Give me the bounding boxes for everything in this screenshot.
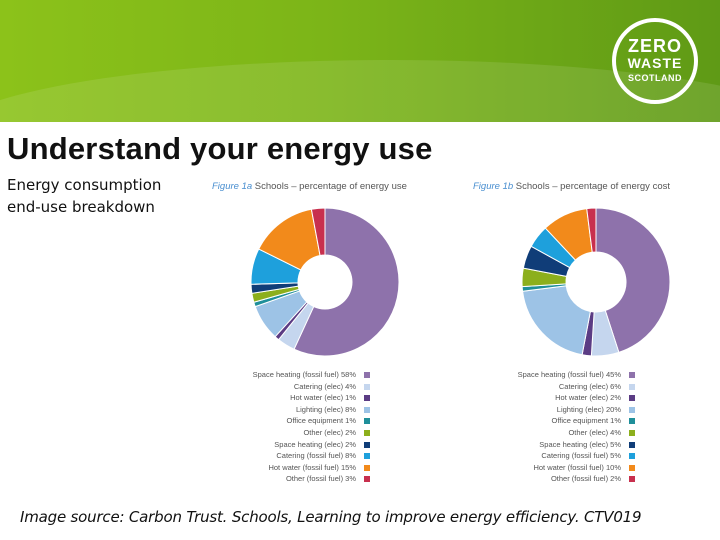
legend-label: Other (fossil fuel) 2% [550,474,621,484]
legend-label: Space heating (fossil fuel) 58% [252,370,356,379]
legend-label: Other (elec) 2% [303,427,356,437]
legend-swatch [364,383,370,390]
legend-item: Office equipment 1% [443,416,643,428]
figure-1b-caption: Schools – percentage of energy cost [515,181,670,192]
figure-1a-caption: Schools – percentage of energy use [254,181,407,192]
legend-item: Hot water (fossil fuel) 15% [178,463,378,475]
legend-swatch [629,383,635,390]
legend-swatch [629,395,635,402]
legend-swatch [629,418,635,425]
slice-other-fossil-fuel [586,207,597,253]
legend-item: Other (fossil fuel) 2% [443,474,643,486]
legend-swatch [364,476,370,483]
image-source-caption: Image source: Carbon Trust. Schools, Lea… [20,508,642,526]
legend-item: Catering (fossil fuel) 5% [443,451,643,463]
legend-swatch [364,441,370,448]
logo-line-2: WASTE [627,55,683,71]
legend-swatch [629,406,635,413]
legend-item: Other (elec) 2% [178,428,378,440]
figure-1b-number: Figure 1b [473,181,514,192]
legend-swatch [364,453,370,460]
slide-title: Understand your energy use [7,131,433,166]
legend-label: Catering (elec) 4% [293,381,356,391]
legend-label: Catering (fossil fuel) 8% [276,451,356,461]
legend-swatch [364,418,370,425]
legend-item: Space heating (elec) 5% [443,440,643,452]
legend-label: Hot water (fossil fuel) 10% [533,462,621,472]
figure-1a-title: Figure 1a Schools – percentage of energy… [212,181,407,192]
energy-cost-legend: Space heating (fossil fuel) 45% Catering … [443,370,643,486]
slice-lighting-elec [522,285,591,356]
legend-swatch [629,453,635,460]
legend-item: Catering (elec) 6% [443,382,643,394]
legend-swatch [364,372,370,378]
energy-use-donut-chart [250,207,400,357]
legend-label: Lighting (elec) 8% [295,404,356,414]
legend-label: Office equipment 1% [551,416,622,426]
legend-item: Catering (fossil fuel) 8% [178,451,378,463]
legend-label: Other (fossil fuel) 3% [285,474,356,484]
slice-space-heating-fossil-fuel [595,207,671,354]
legend-label: Lighting (elec) 20% [556,404,621,414]
legend-swatch [629,441,635,448]
legend-label: Catering (elec) 6% [558,381,621,391]
legend-swatch [364,429,370,436]
legend-item: Lighting (elec) 8% [178,405,378,417]
legend-swatch [629,476,635,483]
energy-cost-donut-chart [521,207,671,357]
zero-waste-scotland-logo: ZERO WASTE SCOTLAND [612,18,698,104]
legend-swatch [364,464,370,471]
header-banner: ZERO WASTE SCOTLAND [0,0,720,122]
legend-item: Other (fossil fuel) 3% [178,474,378,486]
legend-swatch [629,429,635,436]
legend-item: Space heating (elec) 2% [178,440,378,452]
slide-subtitle: Energy consumption end-use breakdown [7,176,162,216]
legend-swatch [364,395,370,402]
slice-other-fossil-fuel [310,207,326,257]
legend-item: Space heating (fossil fuel) 58% [178,370,378,382]
legend-item: Lighting (elec) 20% [443,405,643,417]
legend-item: Hot water (elec) 2% [443,393,643,405]
legend-label: Space heating (elec) 5% [539,439,621,449]
legend-label: Hot water (fossil fuel) 15% [268,462,356,472]
legend-item: Catering (elec) 4% [178,382,378,394]
legend-swatch [629,464,635,471]
legend-label: Other (elec) 4% [568,427,621,437]
legend-label: Hot water (elec) 2% [555,393,621,403]
legend-label: Hot water (elec) 1% [290,393,356,403]
legend-label: Office equipment 1% [286,416,357,426]
logo-line-3: SCOTLAND [628,73,682,83]
legend-swatch [364,406,370,413]
legend-item: Space heating (fossil fuel) 45% [443,370,643,382]
figure-1a-number: Figure 1a [212,181,253,192]
legend-item: Hot water (fossil fuel) 10% [443,463,643,475]
legend-item: Office equipment 1% [178,416,378,428]
energy-use-legend: Space heating (fossil fuel) 58% Catering … [178,370,378,486]
legend-swatch [629,372,635,378]
figure-1b-title: Figure 1b Schools – percentage of energy… [473,181,670,192]
legend-label: Catering (fossil fuel) 5% [541,451,621,461]
legend-label: Space heating (elec) 2% [274,439,356,449]
legend-item: Hot water (elec) 1% [178,393,378,405]
slice-space-heating-fossil-fuel [293,207,400,357]
legend-item: Other (elec) 4% [443,428,643,440]
logo-line-1: ZERO [627,36,682,56]
legend-label: Space heating (fossil fuel) 45% [517,370,621,379]
